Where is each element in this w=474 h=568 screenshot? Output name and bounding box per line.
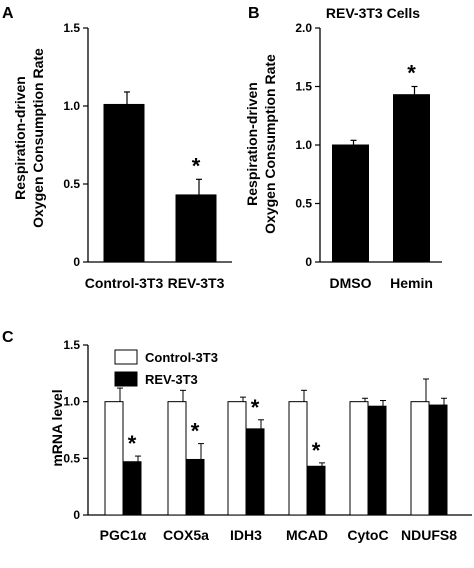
- bar-control-3t3: [167, 401, 187, 516]
- panel-a: A Respiration-driven Oxygen Consumption …: [2, 5, 232, 291]
- panel-b-plot: 0 0.5 1.0 1.5 2.0 DMSO * Hemin: [295, 21, 442, 291]
- significance-star: *: [192, 153, 201, 178]
- panel-b-ylabel-line-1: Respiration-driven: [244, 82, 260, 206]
- y-tick-label: 1.0: [63, 395, 80, 409]
- significance-star: *: [191, 419, 200, 444]
- panel-c-letter: C: [2, 329, 14, 346]
- bar: [332, 144, 369, 263]
- legend-swatch: [114, 349, 138, 365]
- category-label: CytoC: [347, 527, 388, 543]
- category-label: MCAD: [286, 527, 328, 543]
- panel-a-ylabel-line-1: Respiration-driven: [12, 76, 28, 200]
- legend-label: Control-3T3: [145, 350, 218, 365]
- bar-rev-3t3: [245, 428, 265, 516]
- legend-swatch: [114, 371, 138, 387]
- y-tick-label: 2.0: [295, 21, 312, 35]
- bar-control-3t3: [410, 401, 430, 516]
- panel-b-letter: B: [248, 5, 260, 22]
- y-tick-label: 1.5: [63, 21, 80, 35]
- bar: [103, 103, 145, 263]
- y-tick-label: 0.5: [295, 197, 312, 211]
- y-tick-label: 1.5: [63, 338, 80, 352]
- category-label: NDUFS8: [401, 527, 457, 543]
- bar-control-3t3: [104, 401, 124, 516]
- panel-a-plot: 0 0.5 1.0 1.5 Control-3T3 * REV-3T3: [63, 21, 232, 291]
- panel-c-plot: 0 0.5 1.0 1.5 * PGC1α * COX5a * IDH3 * MCAD CytoC NDU…: [63, 338, 472, 543]
- category-label: IDH3: [230, 527, 262, 543]
- bar-rev-3t3: [428, 404, 448, 516]
- y-tick-label: 1.5: [295, 80, 312, 94]
- panel-b-ylabel-line-2: Oxygen Consumption Rate: [262, 54, 278, 234]
- y-tick-label: 0: [73, 255, 80, 269]
- y-tick-label: 1.0: [63, 99, 80, 113]
- y-tick-label: 0: [73, 508, 80, 522]
- y-tick-label: 0: [305, 255, 312, 269]
- panel-c-ylabel: mRNA level: [49, 389, 65, 466]
- panel-a-ylabel-line-2: Oxygen Consumption Rate: [30, 48, 46, 228]
- bar-rev-3t3: [306, 465, 326, 516]
- panel-c: C mRNA level 0 0.5 1.0 1.5 * PGC1α * COX5a * IDH3…: [2, 329, 472, 543]
- panel-b: B REV-3T3 Cells Respiration-driven Oxyge…: [244, 5, 442, 291]
- legend-label: REV-3T3: [145, 372, 198, 387]
- significance-star: *: [312, 438, 321, 463]
- significance-star: *: [128, 431, 137, 456]
- y-tick-label: 0.5: [63, 177, 80, 191]
- bar-rev-3t3: [367, 405, 387, 516]
- bar-control-3t3: [227, 401, 247, 516]
- category-label: PGC1α: [100, 527, 147, 543]
- category-label: REV-3T3: [168, 275, 225, 291]
- bar-rev-3t3: [185, 458, 205, 516]
- panel-a-letter: A: [2, 5, 14, 22]
- significance-star: *: [407, 61, 416, 86]
- category-label: COX5a: [163, 527, 209, 543]
- bar: [393, 94, 430, 263]
- category-label: Control-3T3: [85, 275, 164, 291]
- bar-control-3t3: [288, 401, 308, 516]
- y-tick-label: 1.0: [295, 138, 312, 152]
- panel-c-legend: Control-3T3 REV-3T3: [114, 349, 218, 387]
- y-tick-label: 0.5: [63, 451, 80, 465]
- significance-star: *: [251, 395, 260, 420]
- bar-control-3t3: [349, 401, 369, 516]
- panel-b-title: REV-3T3 Cells: [326, 5, 420, 21]
- category-label: Hemin: [390, 275, 433, 291]
- bar-rev-3t3: [122, 461, 142, 516]
- bar: [175, 194, 217, 263]
- category-label: DMSO: [330, 275, 372, 291]
